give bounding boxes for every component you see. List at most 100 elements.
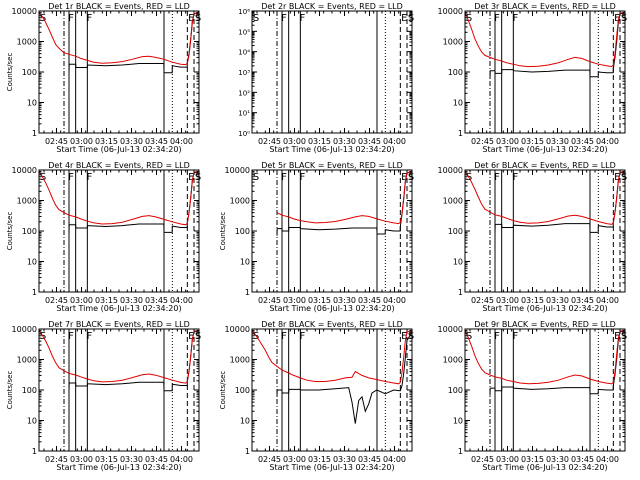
y-tick-label: 1000 <box>443 356 463 365</box>
marker-e: E <box>614 331 620 342</box>
marker-f: F <box>87 172 93 183</box>
plot-frame <box>38 10 200 134</box>
marker-s: S <box>621 172 627 183</box>
x-tick-label: 04:00 <box>170 137 193 146</box>
x-axis-label: Start Time (06-Jul-13 02:34:20) <box>269 304 394 313</box>
y-tick-label: 10⁶ <box>238 8 250 16</box>
marker-s: S <box>621 331 627 342</box>
x-tick-label: 03:15 <box>95 137 118 146</box>
x-tick-label: 02:45 <box>258 455 281 464</box>
chart-title: Det 6r BLACK = Events, RED = LLD <box>474 161 616 170</box>
x-tick-label: 03:45 <box>571 455 594 464</box>
chart-title: Det 7r BLACK = Events, RED = LLD <box>48 320 190 329</box>
x-tick-label: 03:15 <box>308 455 331 464</box>
y-tick-label: 100 <box>235 386 250 395</box>
x-tick-label: 04:00 <box>383 137 406 146</box>
x-tick-label: 03:30 <box>120 296 143 305</box>
x-tick-label: 03:15 <box>308 296 331 305</box>
plot-frame <box>464 169 626 293</box>
marker-f: F <box>494 172 500 183</box>
plot-frame <box>251 169 413 293</box>
y-tick-label: 100 <box>22 227 37 236</box>
marker-f: F <box>68 331 74 342</box>
y-tick-label: 1 <box>458 288 463 297</box>
marker-s: S <box>195 13 201 24</box>
marker-f: F <box>68 172 74 183</box>
y-tick-label: 1 <box>245 288 250 297</box>
series-line-lld <box>38 11 200 66</box>
x-tick-label: 03:30 <box>120 137 143 146</box>
marker-f: F <box>68 13 74 24</box>
x-tick-label: 02:45 <box>45 137 68 146</box>
y-tick-label: 1000 <box>443 197 463 206</box>
y-axis-label: Counts/sec <box>6 371 14 410</box>
x-tick-label: 03:15 <box>95 296 118 305</box>
y-tick-label: 100 <box>448 227 463 236</box>
marker-f: F <box>513 172 519 183</box>
marker-f: F <box>300 172 306 183</box>
y-tick-label: 10000 <box>225 325 250 334</box>
marker-f: F <box>494 13 500 24</box>
y-tick-label: 1 <box>458 447 463 456</box>
x-tick-label: 03:45 <box>145 296 168 305</box>
x-tick-label: 03:00 <box>496 137 519 146</box>
chart-title: Det 4r BLACK = Events, RED = LLD <box>48 161 190 170</box>
x-tick-label: 03:45 <box>358 455 381 464</box>
marker-s: S <box>253 172 259 183</box>
y-tick-label: 10000 <box>438 166 463 175</box>
marker-s: S <box>621 13 627 24</box>
x-axis-label: Start Time (06-Jul-13 02:34:20) <box>482 463 607 472</box>
x-tick-label: 02:45 <box>45 455 68 464</box>
y-tick-label: 100 <box>235 227 250 236</box>
y-tick-label: 100 <box>448 68 463 77</box>
series-line-lld <box>38 170 200 226</box>
x-axis-label: Start Time (06-Jul-13 02:34:20) <box>56 145 181 154</box>
marker-s: S <box>466 331 472 342</box>
marker-e: E <box>614 172 620 183</box>
x-tick-label: 02:45 <box>258 296 281 305</box>
x-tick-label: 04:00 <box>596 296 619 305</box>
marker-f: F <box>494 331 500 342</box>
x-axis-label: Start Time (06-Jul-13 02:34:20) <box>56 463 181 472</box>
x-axis-label: Start Time (06-Jul-13 02:34:20) <box>56 304 181 313</box>
y-tick-label: 10000 <box>12 7 37 16</box>
x-tick-label: 03:00 <box>283 137 306 146</box>
y-tick-label: 10 <box>27 417 37 426</box>
series-line-events <box>489 11 626 79</box>
y-tick-label: 1000 <box>230 356 250 365</box>
y-tick-label: 10 <box>27 258 37 267</box>
x-tick-label: 02:45 <box>258 137 281 146</box>
y-tick-label: 1 <box>32 288 37 297</box>
series-line-lld <box>464 11 626 68</box>
y-axis-label: Counts/sec <box>219 212 227 251</box>
marker-e: E <box>188 172 194 183</box>
series-line-lld <box>276 170 413 225</box>
chart-title: Det 9r BLACK = Events, RED = LLD <box>474 320 616 329</box>
x-tick-label: 03:30 <box>333 137 356 146</box>
x-tick-label: 03:15 <box>95 455 118 464</box>
marker-s: S <box>195 331 201 342</box>
y-tick-label: 10² <box>238 89 250 97</box>
y-tick-label: 10 <box>453 258 463 267</box>
series-line-lld <box>38 329 200 384</box>
marker-f: F <box>513 13 519 24</box>
x-axis-label: Start Time (06-Jul-13 02:34:20) <box>482 304 607 313</box>
chart-title: Det 1r BLACK = Events, RED = LLD <box>48 2 190 11</box>
y-tick-label: 1000 <box>17 356 37 365</box>
series-line-lld <box>251 329 413 385</box>
y-tick-label: 100 <box>448 386 463 395</box>
y-tick-label: 10000 <box>438 7 463 16</box>
x-axis-label: Start Time (06-Jul-13 02:34:20) <box>269 463 394 472</box>
marker-f: F <box>300 331 306 342</box>
plot-frame <box>251 328 413 452</box>
chart-title: Det 2r BLACK = Events, RED = LLD <box>261 2 403 11</box>
y-tick-label: 10⁵ <box>238 28 250 36</box>
x-tick-label: 03:45 <box>358 137 381 146</box>
x-tick-label: 03:30 <box>546 296 569 305</box>
x-tick-label: 03:00 <box>70 296 93 305</box>
x-tick-label: 02:45 <box>45 296 68 305</box>
